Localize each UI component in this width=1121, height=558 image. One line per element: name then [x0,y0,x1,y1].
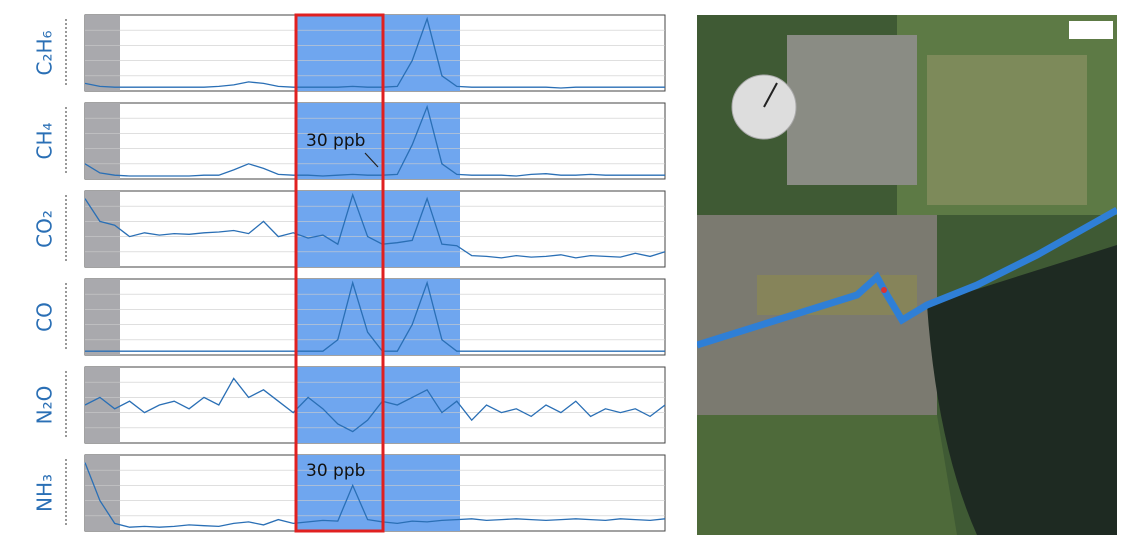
blue-shade [296,367,460,443]
field [927,55,1087,205]
map-legend [1069,21,1113,39]
industrial-area [787,35,917,185]
species-label: NH₃ [33,474,57,512]
satellite-map [697,15,1117,535]
species-label: CO₂ [33,210,57,248]
figure: C₂H₆ CH₄ 30 ppb CO₂ CO N₂O NH₃ 30 ppb [0,0,1121,558]
gray-shade [85,367,120,443]
annotation: 30 ppb [306,461,365,481]
position-marker [881,287,887,293]
gray-shade [85,15,120,91]
time-series-panels: C₂H₆ CH₄ 30 ppb CO₂ CO N₂O NH₃ 30 ppb [0,0,690,558]
species-label: CO [33,302,57,332]
species-label: C₂H₆ [33,30,57,75]
species-label: N₂O [33,386,57,425]
field [697,415,957,535]
blue-shade [296,191,460,267]
species-label: CH₄ [33,122,57,159]
gray-shade [85,279,120,355]
highlight-box [296,15,383,531]
gray-shade [85,455,120,531]
annotation: 30 ppb [306,131,365,151]
gray-shade [85,191,120,267]
